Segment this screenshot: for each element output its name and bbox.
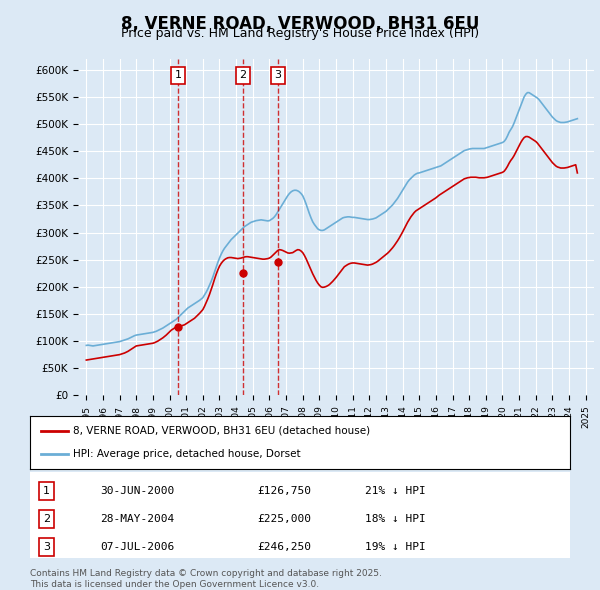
Text: 3: 3 [274, 70, 281, 80]
Text: 30-JUN-2000: 30-JUN-2000 [100, 486, 175, 496]
Text: 18% ↓ HPI: 18% ↓ HPI [365, 514, 425, 524]
Text: 07-JUL-2006: 07-JUL-2006 [100, 542, 175, 552]
Text: 2: 2 [43, 514, 50, 524]
Text: 8, VERNE ROAD, VERWOOD, BH31 6EU (detached house): 8, VERNE ROAD, VERWOOD, BH31 6EU (detach… [73, 426, 370, 436]
Text: 8, VERNE ROAD, VERWOOD, BH31 6EU: 8, VERNE ROAD, VERWOOD, BH31 6EU [121, 15, 479, 33]
Text: 2: 2 [239, 70, 247, 80]
Text: 19% ↓ HPI: 19% ↓ HPI [365, 542, 425, 552]
Text: 21% ↓ HPI: 21% ↓ HPI [365, 486, 425, 496]
Text: 1: 1 [175, 70, 181, 80]
Text: £225,000: £225,000 [257, 514, 311, 524]
Text: Contains HM Land Registry data © Crown copyright and database right 2025.
This d: Contains HM Land Registry data © Crown c… [30, 569, 382, 589]
Text: 1: 1 [43, 486, 50, 496]
Text: Price paid vs. HM Land Registry's House Price Index (HPI): Price paid vs. HM Land Registry's House … [121, 27, 479, 40]
Text: £126,750: £126,750 [257, 486, 311, 496]
Text: 3: 3 [43, 542, 50, 552]
Text: £246,250: £246,250 [257, 542, 311, 552]
Text: HPI: Average price, detached house, Dorset: HPI: Average price, detached house, Dors… [73, 449, 301, 459]
Text: 28-MAY-2004: 28-MAY-2004 [100, 514, 175, 524]
